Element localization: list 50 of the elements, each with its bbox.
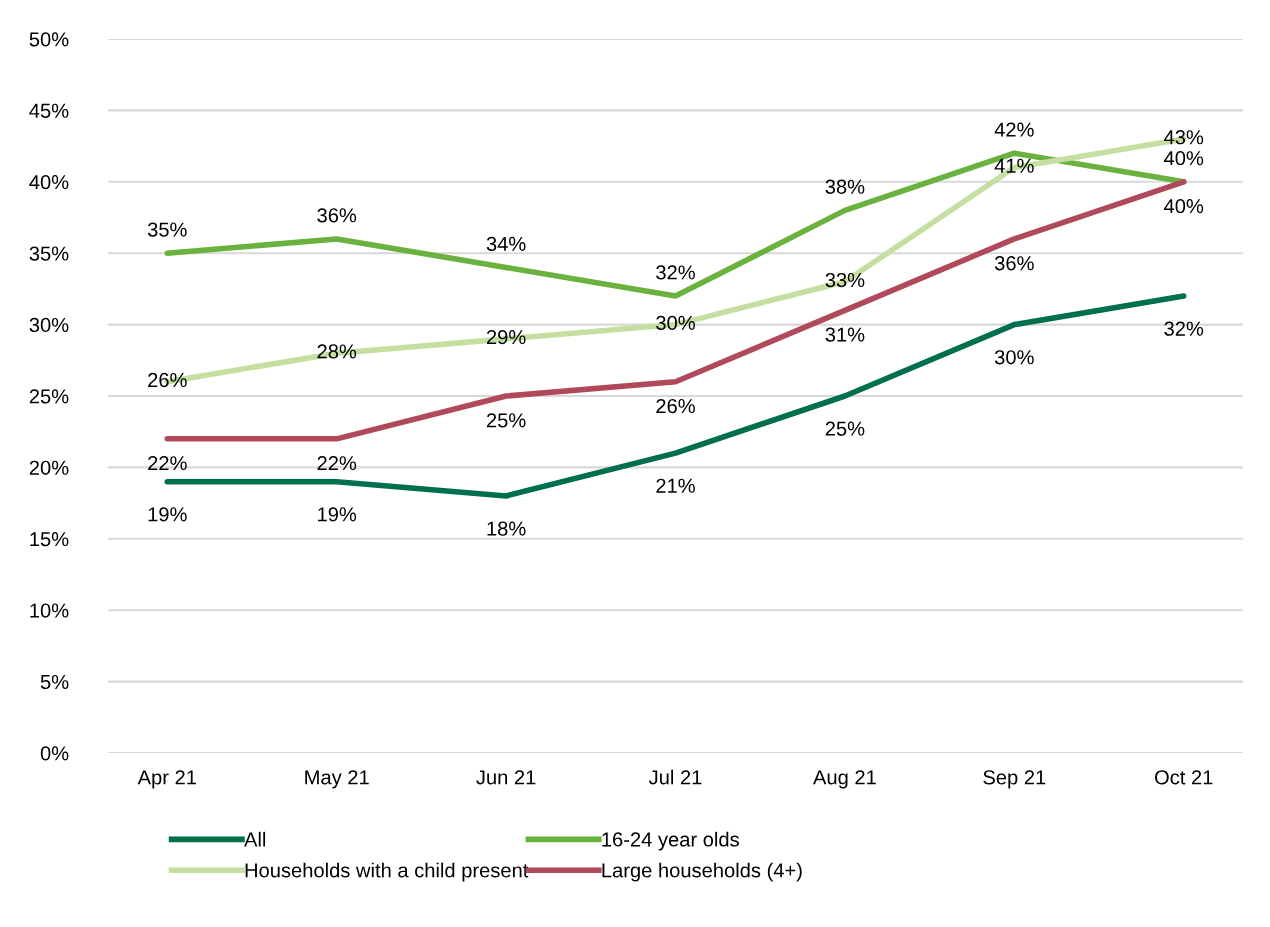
x-tick-label: Apr 21 [137, 770, 196, 789]
data-label: 33% [825, 272, 865, 288]
legend-label: Large households (4+) [602, 862, 802, 882]
data-label: 22% [317, 456, 357, 471]
y-tick-label: 0% [40, 746, 69, 761]
data-label: 38% [825, 179, 865, 194]
y-tick-label: 30% [29, 317, 69, 333]
data-label: 30% [994, 350, 1034, 365]
data-label: 40% [1164, 151, 1204, 166]
data-label: 25% [486, 413, 526, 428]
legend-label: Households with a child present [245, 862, 529, 882]
x-tick-label: Jul 21 [648, 769, 702, 785]
y-tick-label: 25% [29, 389, 69, 404]
data-label: 42% [994, 122, 1034, 137]
x-tick-label: Jun 21 [476, 770, 536, 785]
data-label: 36% [317, 208, 357, 223]
data-label: 29% [486, 330, 526, 345]
x-tick-label: Sep 21 [983, 770, 1046, 789]
data-label: 40% [1164, 199, 1204, 214]
y-tick-label: 5% [40, 674, 69, 690]
data-label: 31% [825, 327, 865, 342]
legend-label: 16-24 year olds [602, 831, 739, 851]
data-label: 34% [486, 236, 526, 251]
y-tick-label: 15% [30, 532, 69, 547]
data-label: 32% [656, 265, 695, 280]
data-label: 41% [994, 158, 1034, 173]
data-label: 19% [148, 507, 187, 522]
data-label: 43% [1164, 130, 1204, 145]
legend-label: All [244, 831, 266, 847]
data-label: 25% [825, 421, 865, 436]
y-tick-label: 20% [29, 460, 69, 475]
y-tick-label: 10% [30, 603, 69, 618]
x-tick-label: Aug 21 [813, 770, 876, 789]
data-label: 21% [656, 478, 695, 493]
data-label: 28% [317, 344, 357, 359]
data-label: 18% [487, 521, 526, 536]
data-label: 36% [994, 256, 1034, 271]
data-label: 19% [318, 507, 357, 522]
x-tick-label: Oct 21 [1155, 770, 1213, 785]
data-label: 30% [656, 315, 695, 331]
y-tick-label: 40% [29, 175, 69, 190]
y-tick-label: 45% [29, 103, 69, 118]
x-tick-label: May 21 [305, 770, 369, 789]
data-label: 26% [148, 372, 187, 388]
y-tick-label: 50% [29, 32, 69, 47]
data-label: 32% [1164, 321, 1204, 336]
data-label: 22% [148, 456, 187, 471]
y-tick-label: 35% [29, 246, 69, 261]
data-label: 26% [656, 398, 695, 414]
data-label: 35% [147, 222, 187, 237]
